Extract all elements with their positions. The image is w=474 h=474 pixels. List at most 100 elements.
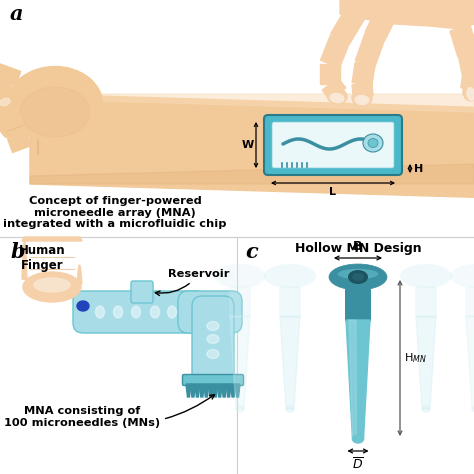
Polygon shape	[346, 320, 370, 439]
Polygon shape	[320, 35, 349, 68]
Polygon shape	[226, 384, 231, 397]
Polygon shape	[365, 5, 398, 41]
Ellipse shape	[353, 435, 364, 443]
Polygon shape	[22, 241, 82, 284]
Polygon shape	[30, 94, 474, 112]
Ellipse shape	[20, 87, 90, 137]
Text: L: L	[329, 187, 337, 197]
Text: B: B	[353, 240, 363, 253]
FancyBboxPatch shape	[345, 288, 371, 322]
Polygon shape	[217, 384, 222, 397]
Ellipse shape	[337, 269, 378, 279]
Polygon shape	[349, 320, 356, 439]
FancyBboxPatch shape	[73, 291, 207, 333]
Polygon shape	[352, 83, 373, 97]
Polygon shape	[322, 78, 346, 100]
Ellipse shape	[264, 264, 316, 288]
FancyBboxPatch shape	[465, 286, 474, 318]
Polygon shape	[320, 64, 340, 84]
Ellipse shape	[327, 88, 347, 104]
Ellipse shape	[329, 264, 387, 290]
Polygon shape	[466, 316, 474, 409]
FancyBboxPatch shape	[415, 286, 437, 318]
Polygon shape	[30, 164, 474, 184]
Ellipse shape	[23, 272, 81, 302]
Polygon shape	[191, 384, 195, 397]
Ellipse shape	[286, 406, 294, 412]
Text: Concept of finger-powered
microneedle array (MNA)
integrated with a microfluidic: Concept of finger-powered microneedle ar…	[3, 196, 227, 229]
Ellipse shape	[207, 335, 219, 344]
Polygon shape	[213, 384, 218, 397]
Polygon shape	[195, 384, 200, 397]
Polygon shape	[200, 384, 204, 397]
Ellipse shape	[214, 264, 266, 288]
Text: a: a	[10, 4, 24, 24]
Polygon shape	[22, 237, 82, 241]
Ellipse shape	[352, 273, 364, 281]
Polygon shape	[352, 63, 375, 85]
FancyBboxPatch shape	[131, 281, 153, 303]
Ellipse shape	[8, 66, 102, 142]
FancyBboxPatch shape	[192, 296, 234, 384]
Polygon shape	[331, 9, 364, 45]
Ellipse shape	[77, 301, 89, 311]
Polygon shape	[450, 25, 474, 57]
Ellipse shape	[34, 278, 70, 292]
Polygon shape	[235, 384, 240, 397]
Ellipse shape	[151, 306, 159, 318]
Polygon shape	[230, 316, 250, 409]
Ellipse shape	[355, 95, 369, 105]
FancyBboxPatch shape	[264, 115, 402, 175]
Polygon shape	[222, 384, 227, 397]
Polygon shape	[30, 94, 474, 197]
Polygon shape	[204, 384, 209, 397]
Ellipse shape	[363, 134, 383, 152]
FancyBboxPatch shape	[279, 286, 301, 318]
Ellipse shape	[450, 264, 474, 288]
Text: Hollow MN Design: Hollow MN Design	[295, 242, 421, 255]
Ellipse shape	[207, 321, 219, 330]
Text: Reservoir: Reservoir	[155, 269, 229, 295]
Ellipse shape	[330, 93, 344, 102]
Polygon shape	[208, 384, 213, 397]
Polygon shape	[340, 0, 474, 29]
Text: Human
Finger: Human Finger	[18, 244, 65, 272]
Ellipse shape	[400, 264, 452, 288]
Polygon shape	[230, 384, 236, 397]
FancyBboxPatch shape	[178, 291, 242, 333]
Text: W: W	[242, 140, 254, 150]
Ellipse shape	[236, 406, 244, 412]
Ellipse shape	[368, 138, 378, 147]
Polygon shape	[0, 54, 21, 87]
Ellipse shape	[422, 406, 430, 412]
Polygon shape	[0, 65, 14, 121]
Polygon shape	[0, 100, 31, 153]
Polygon shape	[356, 33, 385, 67]
Polygon shape	[280, 316, 300, 409]
Ellipse shape	[0, 98, 10, 106]
Text: MNA consisting of
100 microneedles (MNs): MNA consisting of 100 microneedles (MNs)	[4, 394, 215, 428]
FancyBboxPatch shape	[272, 122, 394, 168]
Text: b: b	[10, 242, 25, 262]
Ellipse shape	[472, 406, 474, 412]
Polygon shape	[416, 316, 436, 409]
Ellipse shape	[207, 349, 219, 358]
Ellipse shape	[348, 270, 368, 284]
Polygon shape	[0, 78, 18, 137]
Ellipse shape	[0, 97, 13, 110]
Polygon shape	[461, 73, 474, 90]
Ellipse shape	[467, 88, 474, 100]
Ellipse shape	[167, 306, 176, 318]
FancyBboxPatch shape	[182, 374, 244, 385]
Text: H$_{MN}$: H$_{MN}$	[404, 351, 427, 365]
Ellipse shape	[352, 90, 372, 106]
Polygon shape	[186, 384, 191, 397]
Ellipse shape	[113, 306, 122, 318]
Text: H: H	[414, 164, 423, 173]
FancyBboxPatch shape	[229, 286, 251, 318]
Polygon shape	[458, 52, 474, 76]
Ellipse shape	[463, 83, 474, 101]
Text: c: c	[245, 242, 258, 262]
Polygon shape	[0, 59, 14, 103]
Ellipse shape	[131, 306, 140, 318]
